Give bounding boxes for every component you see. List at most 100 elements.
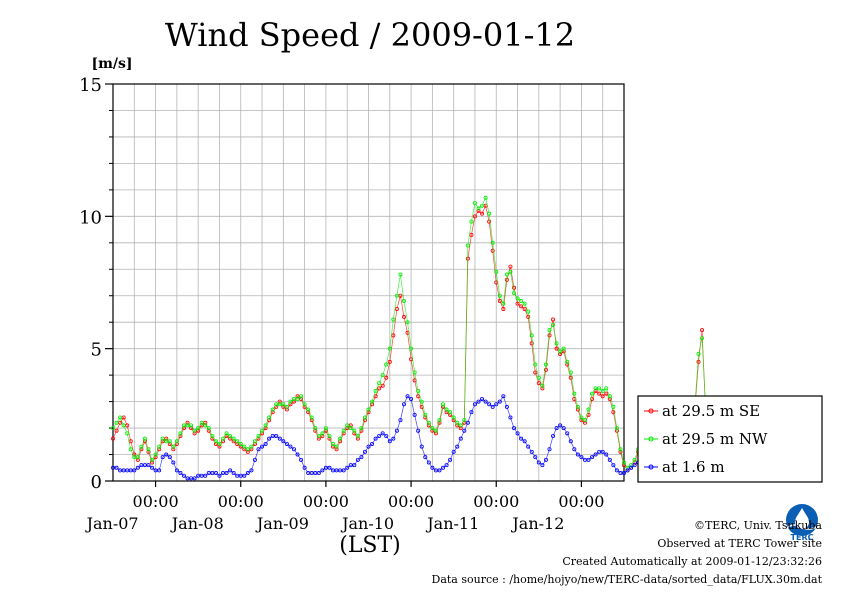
data-point (377, 386, 382, 391)
data-point (387, 439, 392, 444)
data-point (242, 473, 247, 478)
data-point (558, 351, 563, 356)
data-point (433, 431, 438, 436)
data-point (497, 293, 502, 298)
data-point (501, 306, 506, 311)
chart-grid (113, 84, 624, 481)
data-point (426, 460, 431, 465)
data-point (178, 431, 183, 436)
data-point (277, 399, 282, 404)
data-point (444, 407, 449, 412)
data-point (515, 301, 520, 306)
data-point (554, 341, 559, 346)
data-point (572, 447, 577, 452)
data-point (309, 415, 314, 420)
y-axis-ticks: 0 5 10 15 (79, 75, 113, 493)
data-point (281, 439, 286, 444)
data-point (522, 306, 527, 311)
data-point (323, 426, 328, 431)
data-point (150, 457, 155, 462)
data-point (451, 449, 456, 454)
data-point (384, 434, 389, 439)
data-point (497, 399, 502, 404)
data-point (511, 426, 516, 431)
data-point (558, 349, 563, 354)
data-point (174, 468, 179, 473)
data-point (189, 423, 194, 428)
data-point (480, 396, 485, 401)
data-point (221, 436, 226, 441)
data-point (472, 402, 477, 407)
data-point (590, 455, 595, 460)
data-point (341, 468, 346, 473)
data-point (519, 436, 524, 441)
series-2 (111, 195, 726, 470)
data-point (614, 468, 619, 473)
data-point (146, 447, 151, 452)
data-point (622, 460, 627, 465)
data-point (540, 386, 545, 391)
data-point (632, 463, 637, 468)
data-point (391, 436, 396, 441)
data-point (625, 468, 630, 473)
data-point (437, 418, 442, 423)
data-point (142, 436, 147, 441)
data-point (448, 410, 453, 415)
data-point (167, 455, 172, 460)
data-point (157, 468, 162, 473)
logo-text: TERC (791, 533, 814, 541)
data-point (412, 412, 417, 417)
data-point (469, 410, 474, 415)
data-point (700, 336, 705, 341)
data-point (554, 346, 559, 351)
data-point (462, 428, 467, 433)
data-point (213, 471, 218, 476)
copyright-credit: ©TERC, Univ. Tsukuba (693, 519, 822, 532)
data-point (586, 457, 591, 462)
data-point (483, 195, 488, 200)
data-point (274, 434, 279, 439)
data-point (458, 423, 463, 428)
data-point (114, 465, 119, 470)
data-point (284, 407, 289, 412)
data-point (494, 269, 499, 274)
data-point (472, 214, 477, 219)
legend-label: at 29.5 m SE (662, 402, 760, 420)
data-point (405, 394, 410, 399)
x-time-label: 00:00 (303, 492, 349, 511)
series-line (112, 196, 724, 469)
data-point (384, 362, 389, 367)
data-point (327, 465, 332, 470)
data-point (476, 209, 481, 214)
x-date-label: Jan-08 (170, 514, 224, 533)
data-point (260, 444, 265, 449)
data-point (327, 436, 332, 441)
data-point (139, 444, 144, 449)
data-point (114, 420, 119, 425)
data-point (526, 444, 531, 449)
data-point (511, 285, 516, 290)
data-point (263, 441, 268, 446)
data-point (426, 420, 431, 425)
data-point (203, 473, 208, 478)
data-point (359, 455, 364, 460)
data-point (118, 415, 123, 420)
data-point (600, 389, 605, 394)
data-point (380, 373, 385, 378)
data-point (508, 415, 513, 420)
x-date-label: Jan-09 (255, 514, 309, 533)
data-point (696, 359, 701, 364)
legend: at 29.5 m SE at 29.5 m NW at 1.6 m (637, 395, 823, 483)
data-point (370, 399, 375, 404)
data-point (416, 428, 421, 433)
data-point (515, 296, 520, 301)
data-point (590, 391, 595, 396)
data-point (366, 407, 371, 412)
data-point (352, 428, 357, 433)
data-point (522, 439, 527, 444)
data-point (153, 452, 158, 457)
data-point (547, 328, 552, 333)
data-point (561, 426, 566, 431)
data-point (565, 359, 570, 364)
